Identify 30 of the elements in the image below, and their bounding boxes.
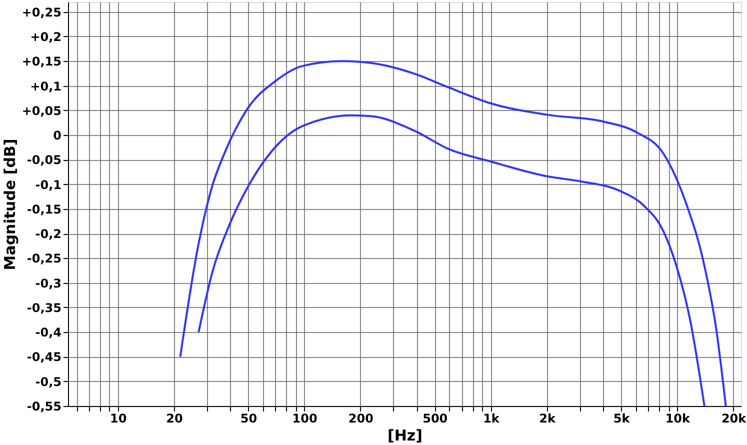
x-tick-label: 20 <box>166 412 183 426</box>
x-tick-label: 10k <box>665 412 692 426</box>
x-tick-label: 5k <box>613 412 631 426</box>
x-tick-label: 100 <box>292 412 318 426</box>
y-tick-label: -0,05 <box>26 153 62 168</box>
y-tick-label: -0,4 <box>35 326 62 340</box>
y-tick-label: +0,1 <box>30 79 62 94</box>
x-tick-label: 20k <box>721 412 747 426</box>
y-tick-label: -0,1 <box>35 178 62 192</box>
y-tick-label: -0,15 <box>26 202 62 216</box>
x-tick-label: 200 <box>348 412 374 426</box>
x-tick-label: 50 <box>240 412 258 426</box>
x-tick-label: 1k <box>483 412 500 426</box>
y-tick-label: +0,15 <box>22 54 62 69</box>
y-tick-label: -0,35 <box>26 300 62 315</box>
y-tick-label: +0,25 <box>22 5 62 20</box>
y-tick-label: +0,2 <box>30 30 62 44</box>
y-tick-label: -0,45 <box>26 350 62 364</box>
y-tick-label: +0,05 <box>22 104 62 118</box>
y-axis-title: Magnitude [dB] <box>0 138 19 270</box>
x-tick-label: 500 <box>422 412 448 426</box>
y-tick-label: 0 <box>53 128 62 143</box>
y-tick-label: -0,3 <box>35 276 62 290</box>
x-tick-label: 10 <box>110 412 127 426</box>
y-tick-label: -0,55 <box>26 400 62 414</box>
x-axis-title: [Hz] <box>388 426 422 444</box>
y-tick-label: -0,5 <box>35 374 62 389</box>
y-tick-label: -0,2 <box>35 227 62 242</box>
x-tick-label: 2k <box>539 412 557 426</box>
y-tick-label: -0,25 <box>26 252 62 266</box>
